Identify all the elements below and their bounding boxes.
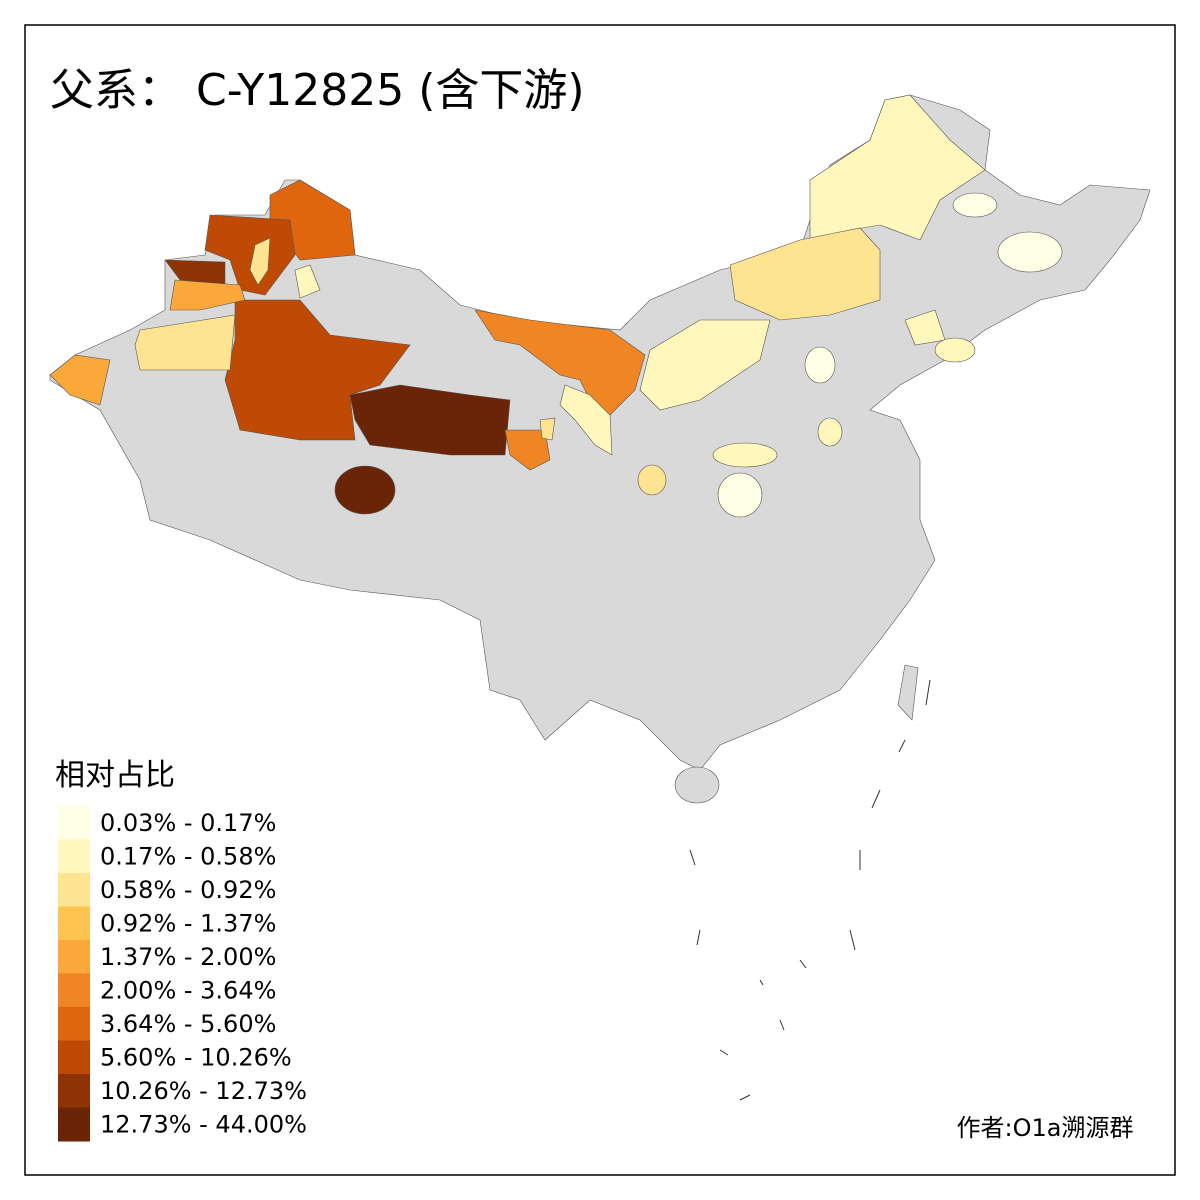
- region: [804, 346, 836, 384]
- legend-swatch: [58, 1074, 90, 1108]
- region: [997, 231, 1063, 273]
- region: [817, 417, 843, 447]
- colored-regions: [49, 94, 1063, 518]
- legend-label: 0.03% - 0.17%: [100, 809, 276, 837]
- region: [49, 354, 111, 406]
- legend-label: 2.00% - 3.64%: [100, 976, 276, 1004]
- islands: [689, 679, 931, 1101]
- legend-label: 0.17% - 0.58%: [100, 842, 276, 870]
- region: [952, 192, 998, 218]
- legend-title: 相对占比: [55, 758, 175, 793]
- legend-swatch: [58, 839, 90, 874]
- region: [294, 264, 321, 299]
- region: [349, 384, 511, 456]
- legend: 0.03% - 0.17% 0.17% - 0.58% 0.58% - 0.92% 0…: [58, 806, 307, 1142]
- legend-swatch: [58, 1007, 90, 1041]
- island: [897, 664, 919, 721]
- legend-label: 1.37% - 2.00%: [100, 943, 276, 971]
- region: [559, 384, 613, 456]
- legend-swatch: [58, 873, 90, 907]
- legend-label: 0.58% - 0.92%: [100, 876, 276, 904]
- region: [717, 472, 763, 518]
- region: [539, 417, 556, 441]
- legend-swatch: [58, 940, 90, 974]
- legend-swatch: [58, 906, 90, 941]
- region: [934, 337, 976, 363]
- region: [169, 279, 246, 311]
- legend-label: 12.73% - 44.00%: [100, 1110, 307, 1138]
- region: [204, 214, 296, 296]
- legend-label: 0.92% - 1.37%: [100, 909, 276, 937]
- region: [249, 237, 271, 286]
- region: [639, 319, 771, 411]
- region: [637, 464, 667, 496]
- region: [134, 314, 236, 371]
- credit: 作者:O1a溯源群: [957, 1114, 1134, 1142]
- region: [504, 429, 551, 471]
- legend-label: 3.64% - 5.60%: [100, 1010, 276, 1038]
- region: [729, 227, 881, 321]
- legend-label: 10.26% - 12.73%: [100, 1077, 307, 1105]
- map-title: 父系： C-Y12825 (含下游): [50, 65, 585, 116]
- region: [712, 442, 778, 468]
- legend-label: 5.60% - 10.26%: [100, 1043, 292, 1071]
- region: [334, 465, 396, 515]
- island: [674, 766, 720, 804]
- legend-swatch: [58, 1107, 90, 1142]
- legend-swatch: [58, 806, 90, 840]
- region: [224, 299, 411, 441]
- legend-swatch: [58, 1040, 90, 1075]
- frame: [24, 24, 1176, 1176]
- legend-swatch: [58, 973, 90, 1008]
